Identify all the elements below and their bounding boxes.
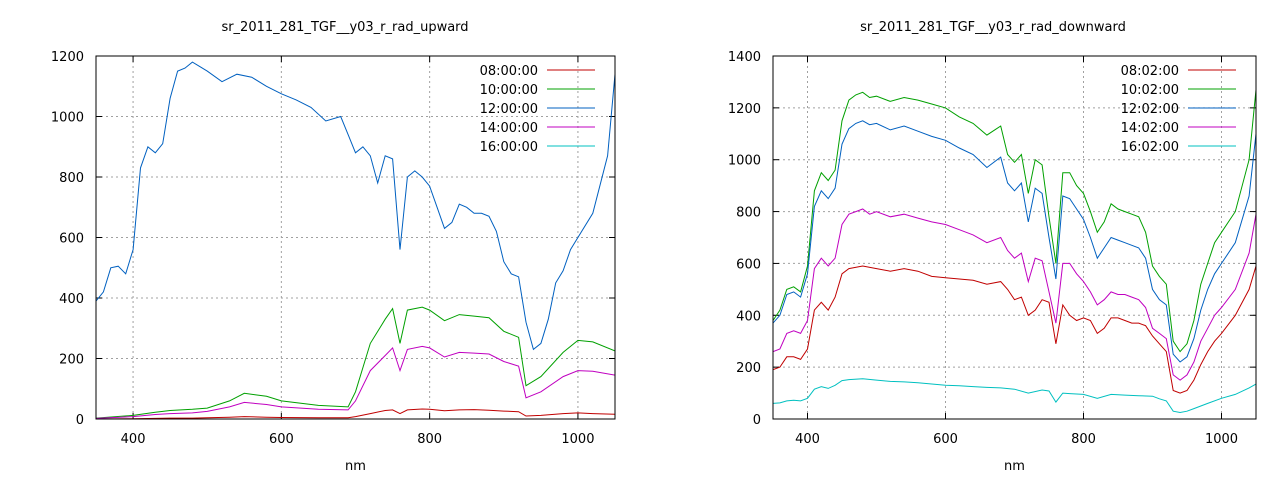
- plot-frame: [772, 55, 1257, 420]
- series-line-100000: [96, 306, 615, 419]
- chart-title: sr_2011_281_TGF__y03_r_rad_upward: [221, 20, 468, 35]
- y-tick-label: 600: [59, 232, 84, 247]
- series-line-160200: [773, 378, 1256, 414]
- x-tick-label: 1000: [1205, 432, 1238, 447]
- plot-frame: [95, 55, 616, 420]
- legend-label: 16:02:00: [1121, 140, 1179, 155]
- series-line-080200: [773, 265, 1256, 394]
- x-tick-label: 600: [269, 432, 294, 447]
- y-tick-label: 0: [753, 413, 761, 428]
- y-tick-label: 1400: [728, 50, 761, 65]
- x-tick-label: 400: [795, 432, 820, 447]
- series-line-140000: [96, 345, 615, 419]
- chart-downward: sr_2011_281_TGF__y03_r_rad_downward 400 60…: [728, 20, 1257, 474]
- x-tick-label: 600: [933, 432, 958, 447]
- legend-label: 12:00:00: [480, 102, 538, 117]
- y-tick-label: 1000: [728, 154, 761, 169]
- chart-title: sr_2011_281_TGF__y03_r_rad_downward: [860, 20, 1126, 35]
- series-line-120200: [773, 120, 1256, 363]
- y-tick-label: 200: [59, 353, 84, 368]
- y-tick-label: 400: [736, 309, 761, 324]
- legend-label: 14:00:00: [480, 121, 538, 136]
- x-axis-label: nm: [1004, 459, 1025, 474]
- x-axis-label: nm: [345, 459, 366, 474]
- legend-label: 12:02:00: [1121, 102, 1179, 117]
- legend-label: 10:02:00: [1121, 83, 1179, 98]
- legend-label: 14:02:00: [1121, 121, 1179, 136]
- x-tick-label: 400: [121, 432, 146, 447]
- series-line-080000: [96, 408, 615, 419]
- y-tick-label: 1200: [728, 102, 761, 117]
- y-tick-label: 1200: [51, 50, 84, 65]
- x-tick-label: 800: [1071, 432, 1096, 447]
- series-line-120000: [96, 61, 615, 351]
- chart-upward: sr_2011_281_TGF__y03_r_rad_upward 400 600 8…: [51, 20, 616, 474]
- y-tick-label: 800: [59, 171, 84, 186]
- legend-label: 16:00:00: [480, 140, 538, 155]
- x-tick-label: 1000: [561, 432, 594, 447]
- y-tick-label: 800: [736, 206, 761, 221]
- y-tick-label: 0: [76, 413, 84, 428]
- y-tick-label: 1000: [51, 111, 84, 126]
- x-tick-label: 800: [417, 432, 442, 447]
- y-tick-label: 400: [59, 292, 84, 307]
- legend-label: 08:00:00: [480, 64, 538, 79]
- series-line-100200: [773, 89, 1256, 353]
- series-line-140200: [773, 208, 1256, 381]
- y-tick-label: 600: [736, 257, 761, 272]
- y-tick-label: 200: [736, 361, 761, 376]
- legend-label: 10:00:00: [480, 83, 538, 98]
- legend-label: 08:02:00: [1121, 64, 1179, 79]
